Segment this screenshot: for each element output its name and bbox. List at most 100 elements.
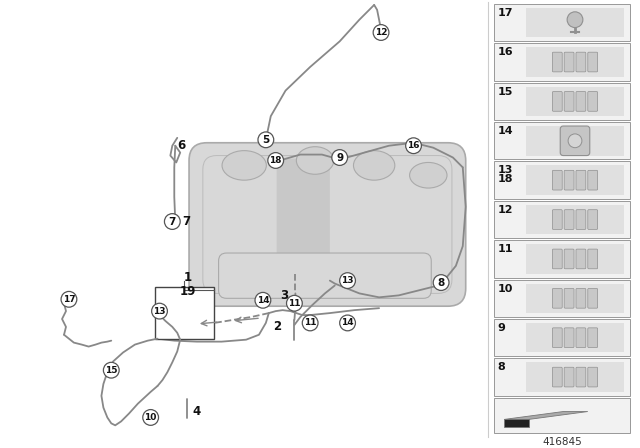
Ellipse shape: [410, 163, 447, 188]
FancyBboxPatch shape: [576, 249, 586, 269]
Text: 9: 9: [497, 323, 505, 333]
FancyBboxPatch shape: [564, 249, 574, 269]
Circle shape: [255, 293, 271, 308]
Text: 19: 19: [179, 285, 196, 298]
FancyBboxPatch shape: [526, 8, 624, 38]
FancyBboxPatch shape: [588, 52, 598, 72]
FancyBboxPatch shape: [494, 398, 630, 433]
FancyBboxPatch shape: [564, 367, 574, 387]
FancyBboxPatch shape: [576, 328, 586, 348]
Text: 18: 18: [269, 156, 282, 165]
Circle shape: [340, 315, 355, 331]
Text: 11: 11: [288, 299, 301, 308]
FancyBboxPatch shape: [494, 122, 630, 159]
Text: 17: 17: [63, 295, 76, 304]
Circle shape: [152, 303, 168, 319]
Text: 14: 14: [257, 296, 269, 305]
Text: 13: 13: [341, 276, 354, 285]
FancyBboxPatch shape: [576, 170, 586, 190]
FancyBboxPatch shape: [494, 240, 630, 278]
FancyBboxPatch shape: [564, 91, 574, 111]
Circle shape: [258, 132, 274, 148]
FancyBboxPatch shape: [526, 284, 624, 313]
FancyBboxPatch shape: [552, 170, 562, 190]
FancyBboxPatch shape: [588, 289, 598, 308]
FancyBboxPatch shape: [552, 52, 562, 72]
Text: 12: 12: [375, 28, 387, 37]
FancyBboxPatch shape: [526, 47, 624, 77]
Text: 8: 8: [497, 362, 505, 372]
FancyBboxPatch shape: [564, 170, 574, 190]
FancyBboxPatch shape: [494, 161, 630, 199]
Circle shape: [340, 273, 355, 289]
Text: 14: 14: [497, 126, 513, 136]
FancyBboxPatch shape: [494, 83, 630, 120]
Text: 416845: 416845: [542, 437, 582, 447]
Polygon shape: [504, 412, 588, 419]
Circle shape: [406, 138, 421, 154]
Circle shape: [61, 292, 77, 307]
Circle shape: [143, 409, 159, 425]
FancyBboxPatch shape: [189, 143, 466, 306]
FancyBboxPatch shape: [552, 91, 562, 111]
FancyBboxPatch shape: [552, 367, 562, 387]
Circle shape: [568, 134, 582, 148]
Circle shape: [302, 315, 318, 331]
Text: 11: 11: [304, 319, 316, 327]
FancyBboxPatch shape: [564, 210, 574, 229]
FancyBboxPatch shape: [552, 249, 562, 269]
FancyBboxPatch shape: [494, 4, 630, 41]
Ellipse shape: [296, 146, 334, 174]
Ellipse shape: [222, 151, 266, 180]
FancyBboxPatch shape: [588, 210, 598, 229]
Circle shape: [268, 153, 284, 168]
Circle shape: [567, 12, 583, 28]
Circle shape: [287, 295, 302, 311]
Text: 6: 6: [177, 139, 186, 152]
FancyBboxPatch shape: [526, 165, 624, 195]
FancyBboxPatch shape: [526, 126, 624, 155]
FancyBboxPatch shape: [588, 367, 598, 387]
FancyBboxPatch shape: [494, 319, 630, 357]
Text: 2: 2: [273, 320, 281, 333]
FancyBboxPatch shape: [576, 52, 586, 72]
Circle shape: [164, 214, 180, 229]
FancyBboxPatch shape: [494, 43, 630, 81]
Text: 16: 16: [497, 47, 513, 57]
FancyBboxPatch shape: [526, 362, 624, 392]
Text: 3: 3: [280, 289, 289, 302]
Circle shape: [332, 150, 348, 165]
Circle shape: [373, 25, 389, 40]
Text: 10: 10: [145, 413, 157, 422]
Text: 15: 15: [497, 86, 513, 97]
Ellipse shape: [353, 151, 395, 180]
FancyBboxPatch shape: [588, 328, 598, 348]
FancyBboxPatch shape: [219, 253, 431, 298]
Text: 13: 13: [153, 306, 166, 316]
Text: 5: 5: [262, 135, 269, 145]
FancyBboxPatch shape: [588, 91, 598, 111]
FancyBboxPatch shape: [560, 126, 590, 155]
Text: 7: 7: [168, 216, 176, 227]
Text: 16: 16: [407, 141, 420, 150]
Text: 8: 8: [438, 278, 445, 288]
Text: 12: 12: [497, 205, 513, 215]
FancyBboxPatch shape: [576, 210, 586, 229]
FancyBboxPatch shape: [552, 328, 562, 348]
Text: 4: 4: [192, 405, 200, 418]
Text: 7: 7: [182, 215, 190, 228]
FancyBboxPatch shape: [526, 205, 624, 234]
FancyBboxPatch shape: [494, 201, 630, 238]
Text: 14: 14: [341, 319, 354, 327]
FancyBboxPatch shape: [576, 289, 586, 308]
Text: 10: 10: [497, 284, 513, 293]
FancyBboxPatch shape: [564, 289, 574, 308]
FancyBboxPatch shape: [494, 280, 630, 317]
Polygon shape: [504, 419, 529, 427]
Text: 1: 1: [184, 271, 192, 284]
FancyBboxPatch shape: [564, 328, 574, 348]
FancyBboxPatch shape: [576, 91, 586, 111]
FancyBboxPatch shape: [494, 358, 630, 396]
FancyBboxPatch shape: [155, 288, 214, 339]
FancyBboxPatch shape: [588, 170, 598, 190]
